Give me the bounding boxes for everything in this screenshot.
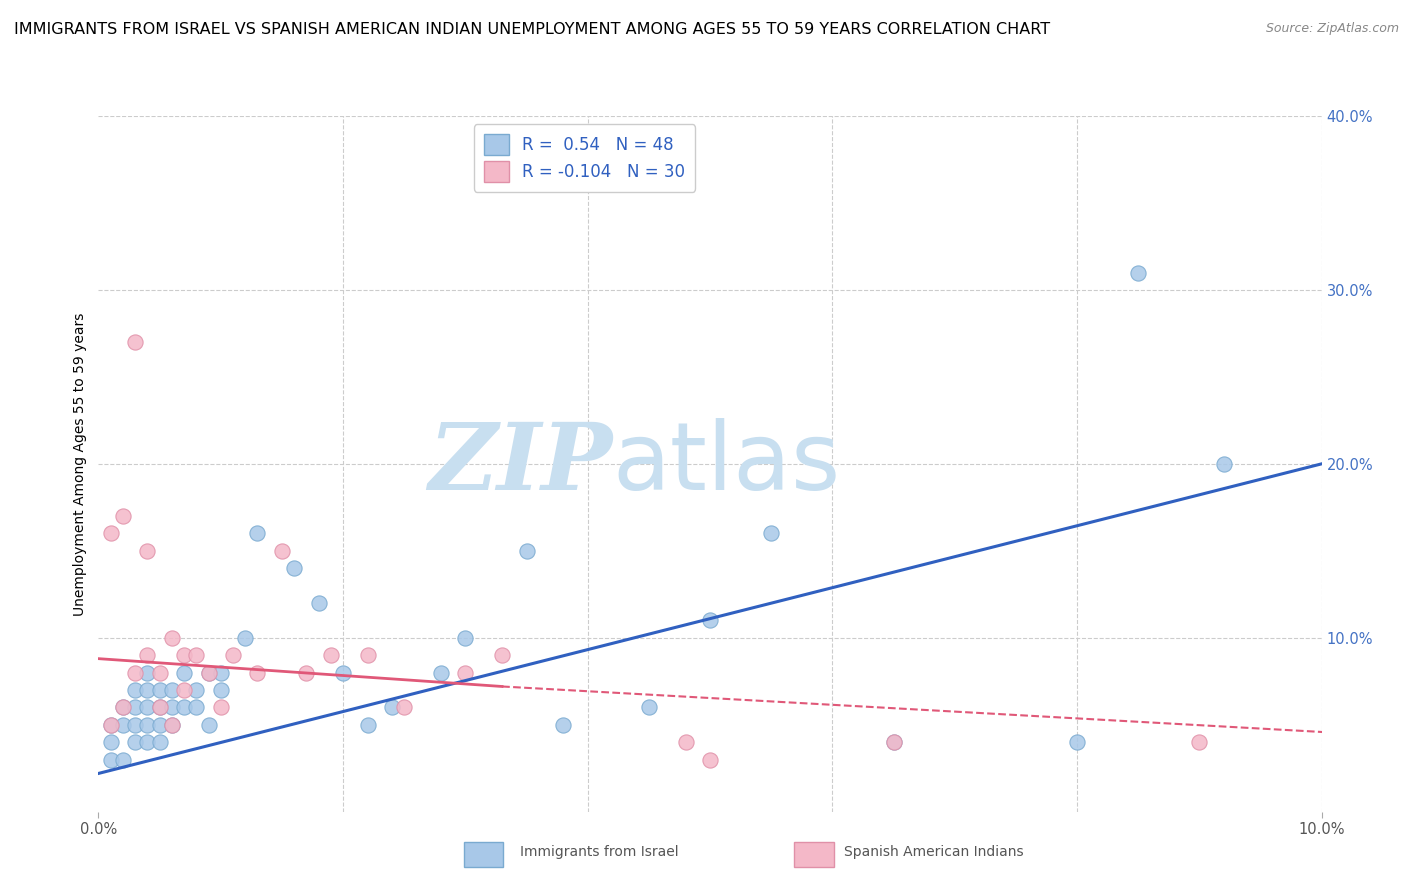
Point [270, 543, 292, 558]
Point [392, 700, 416, 714]
Point [197, 665, 219, 680]
Point [883, 735, 905, 749]
Point [186, 683, 208, 698]
Point [136, 543, 159, 558]
Point [246, 665, 269, 680]
Point [1212, 457, 1234, 471]
Point [1128, 266, 1150, 280]
Point [160, 700, 183, 714]
Point [209, 683, 232, 698]
Point [100, 526, 122, 541]
Point [111, 508, 134, 523]
Point [111, 717, 134, 731]
Point [319, 648, 342, 662]
Text: Immigrants from Israel: Immigrants from Israel [520, 845, 679, 859]
Point [246, 526, 269, 541]
Point [160, 631, 183, 645]
Point [454, 665, 477, 680]
Text: atlas: atlas [612, 417, 841, 510]
Point [124, 683, 146, 698]
Point [100, 753, 122, 767]
Point [186, 700, 208, 714]
Text: Spanish American Indians: Spanish American Indians [844, 845, 1024, 859]
Point [675, 735, 697, 749]
Point [209, 700, 232, 714]
Point [173, 700, 195, 714]
Point [136, 665, 159, 680]
Text: Source: ZipAtlas.com: Source: ZipAtlas.com [1265, 22, 1399, 36]
Point [699, 753, 721, 767]
Point [173, 648, 195, 662]
Point [124, 700, 146, 714]
Point [149, 700, 172, 714]
Point [124, 735, 146, 749]
Point [186, 648, 208, 662]
Legend: R =  0.54   N = 48, R = -0.104   N = 30: R = 0.54 N = 48, R = -0.104 N = 30 [474, 124, 695, 192]
Point [699, 614, 721, 628]
Point [356, 717, 378, 731]
Point [1066, 735, 1088, 749]
Text: ZIP: ZIP [427, 419, 612, 508]
Point [233, 631, 256, 645]
Point [149, 700, 172, 714]
Point [759, 526, 782, 541]
Point [149, 717, 172, 731]
Point [136, 717, 159, 731]
Point [124, 717, 146, 731]
Point [1188, 735, 1211, 749]
Point [111, 700, 134, 714]
Point [100, 735, 122, 749]
Point [136, 683, 159, 698]
Point [209, 665, 232, 680]
Point [308, 596, 330, 610]
Point [160, 717, 183, 731]
Point [149, 735, 172, 749]
Point [173, 683, 195, 698]
Text: IMMIGRANTS FROM ISRAEL VS SPANISH AMERICAN INDIAN UNEMPLOYMENT AMONG AGES 55 TO : IMMIGRANTS FROM ISRAEL VS SPANISH AMERIC… [14, 22, 1050, 37]
Point [136, 735, 159, 749]
Point [332, 665, 354, 680]
Point [111, 753, 134, 767]
Point [100, 717, 122, 731]
Point [883, 735, 905, 749]
Point [136, 700, 159, 714]
Point [124, 665, 146, 680]
Point [295, 665, 318, 680]
Point [160, 717, 183, 731]
Point [491, 648, 513, 662]
Point [637, 700, 661, 714]
Point [136, 648, 159, 662]
Point [197, 665, 219, 680]
Point [149, 683, 172, 698]
Point [173, 665, 195, 680]
Point [160, 683, 183, 698]
Point [454, 631, 477, 645]
Point [111, 700, 134, 714]
Y-axis label: Unemployment Among Ages 55 to 59 years: Unemployment Among Ages 55 to 59 years [73, 312, 87, 615]
Point [100, 717, 122, 731]
Point [283, 561, 305, 575]
Point [124, 334, 146, 349]
Point [381, 700, 404, 714]
Point [553, 717, 575, 731]
Point [197, 717, 219, 731]
Point [430, 665, 453, 680]
Point [149, 665, 172, 680]
Point [516, 543, 538, 558]
Point [222, 648, 245, 662]
Point [356, 648, 378, 662]
